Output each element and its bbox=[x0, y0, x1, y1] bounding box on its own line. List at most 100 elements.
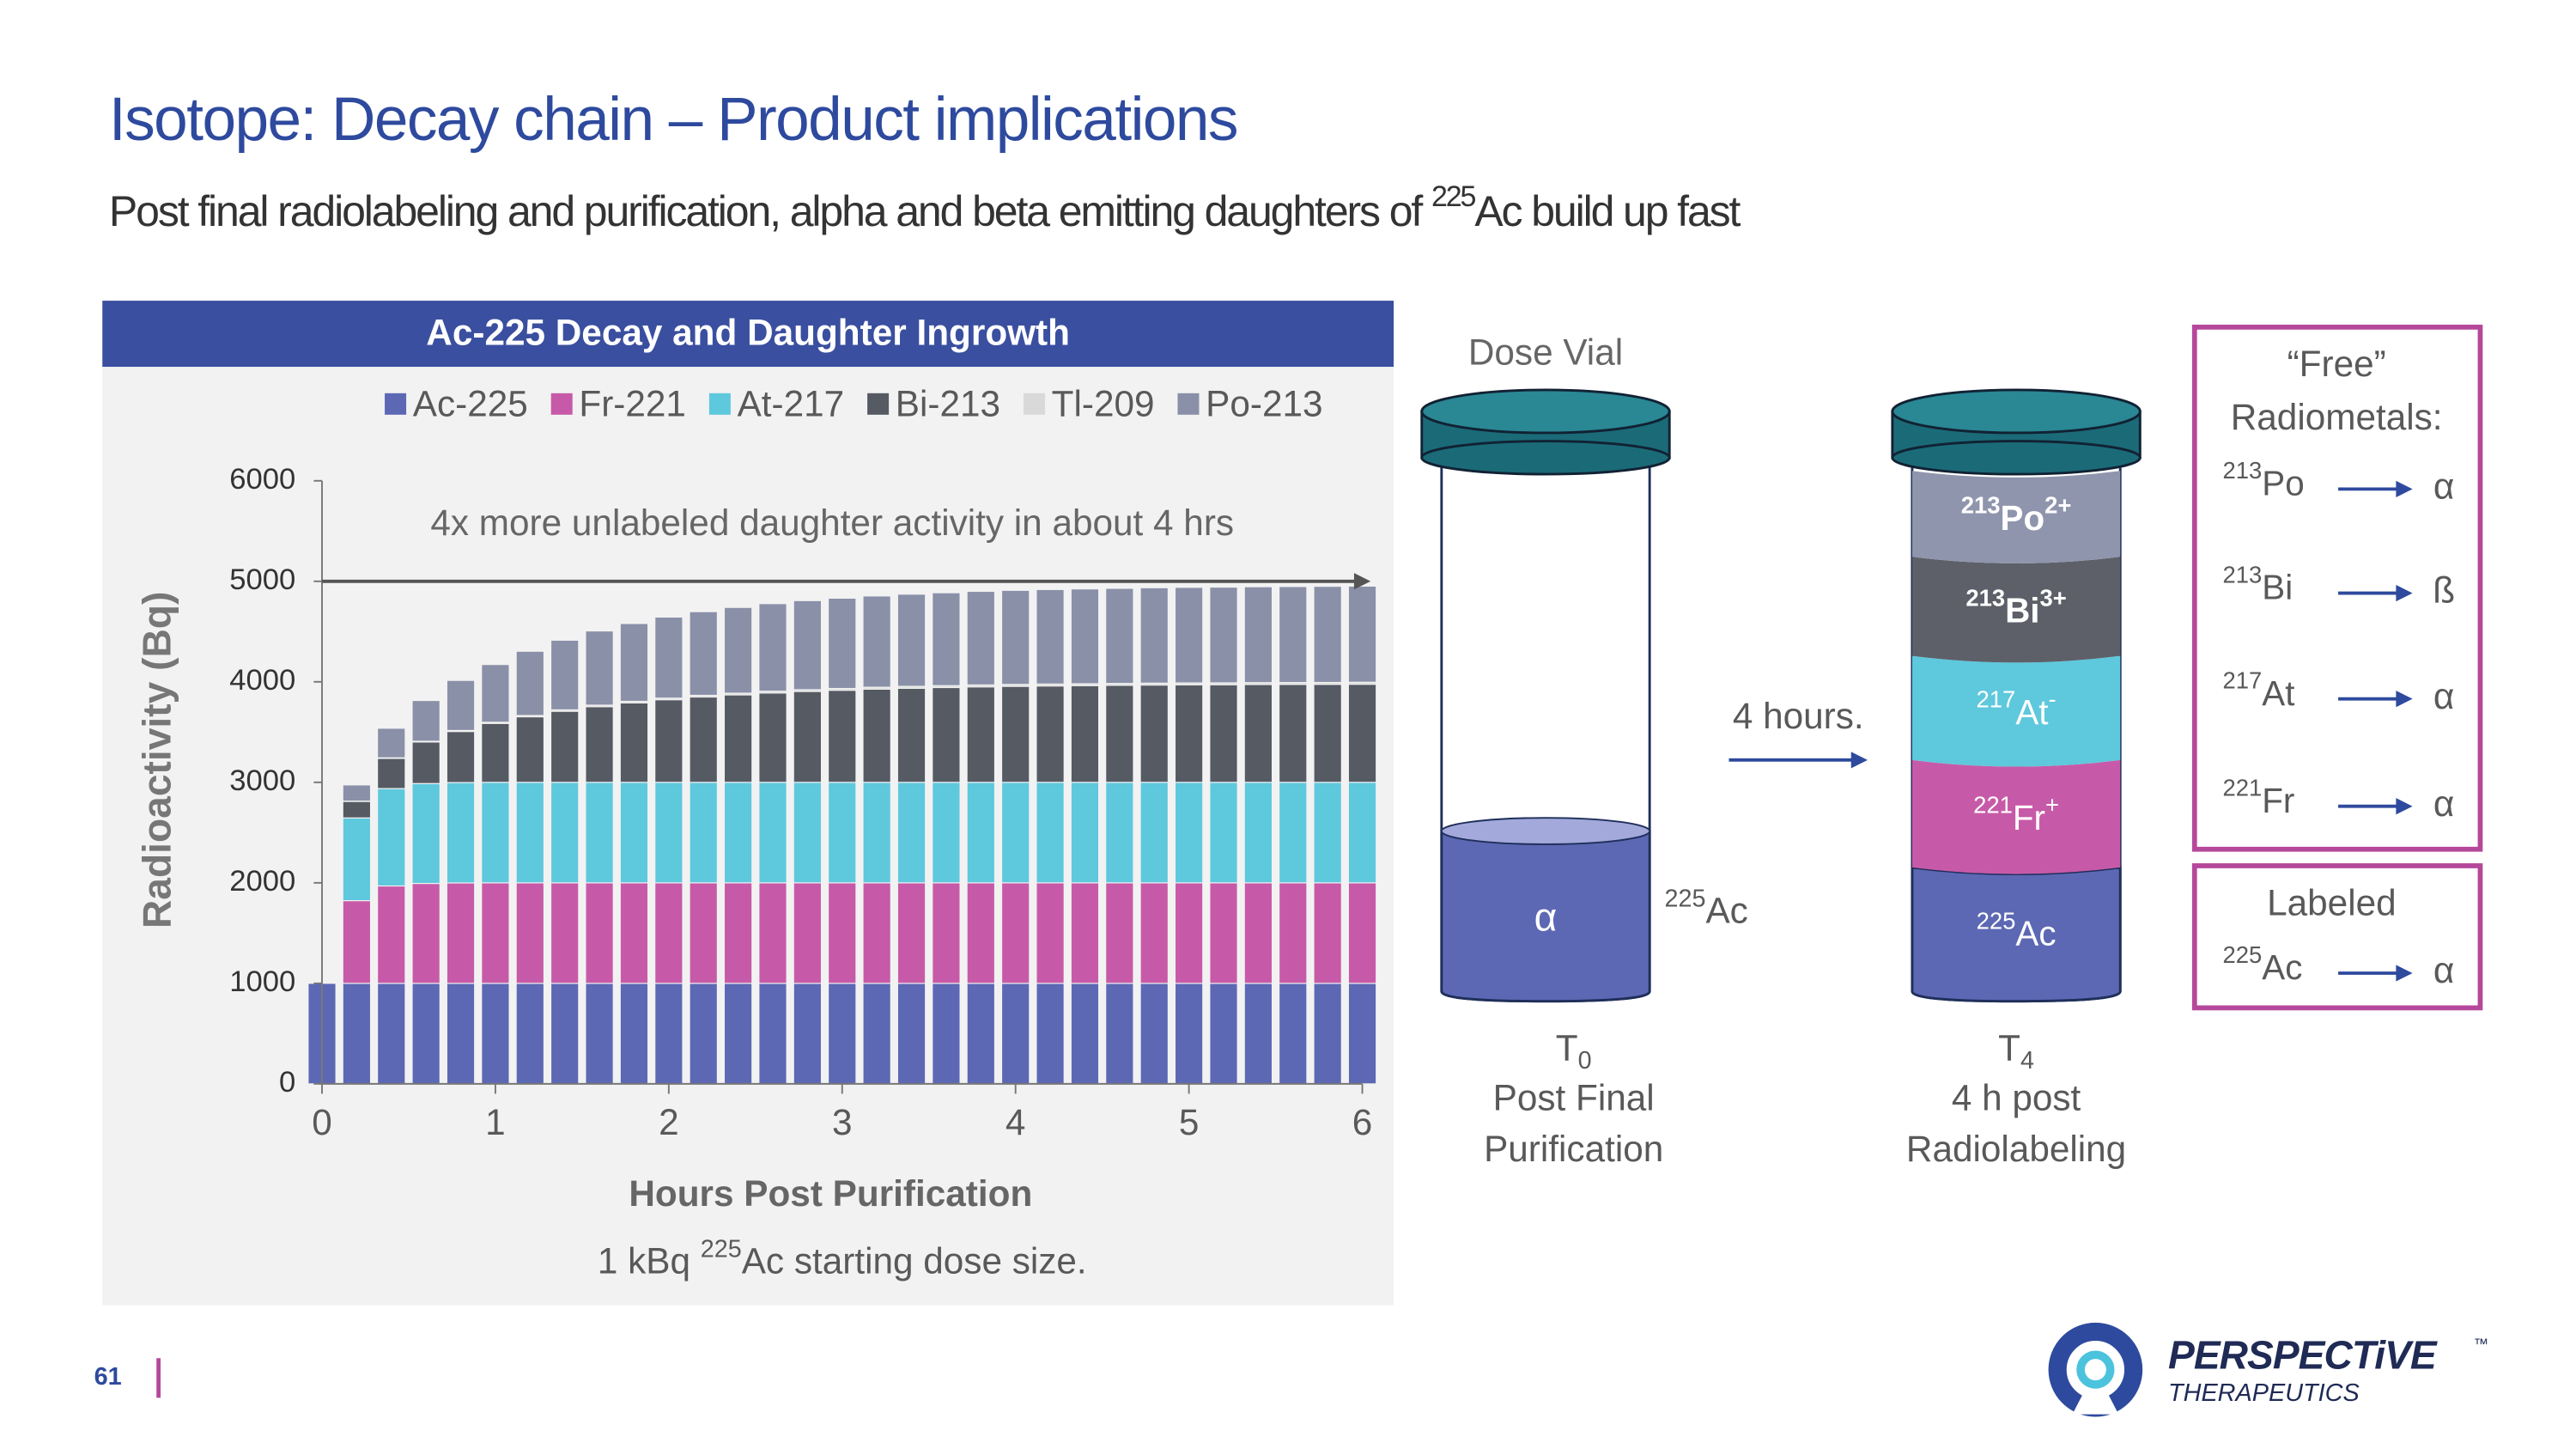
vial-caption: 4 h post bbox=[1952, 1077, 2081, 1117]
labeled-box bbox=[2191, 863, 2483, 1011]
bar-segment bbox=[1174, 684, 1204, 783]
bar-segment bbox=[585, 983, 614, 1085]
bar-segment bbox=[1347, 585, 1377, 683]
logo-name: PERSPECTiVE bbox=[2168, 1332, 2438, 1377]
bar-segment bbox=[689, 983, 718, 1085]
script-text: 225 bbox=[1664, 885, 1705, 912]
bar-segment bbox=[1279, 782, 1308, 884]
bar-segment bbox=[342, 817, 372, 902]
bar-segment bbox=[619, 702, 649, 783]
script-text: - bbox=[2048, 686, 2056, 713]
bar-segment bbox=[342, 983, 372, 1085]
slide-title: Isotope: Decay chain – Product implicati… bbox=[109, 86, 1237, 154]
bar-segment bbox=[793, 782, 823, 884]
bar-segment bbox=[1174, 983, 1204, 1085]
vial-cap-top bbox=[1420, 388, 1671, 435]
bar-segment bbox=[619, 623, 649, 703]
bar-segment bbox=[1000, 782, 1030, 884]
script-text: 221 bbox=[1973, 792, 2013, 819]
bar-segment bbox=[828, 782, 857, 884]
y-tick-label: 5000 bbox=[229, 563, 295, 596]
bar-segment bbox=[619, 782, 649, 884]
vial-time: T4 bbox=[1998, 1028, 2034, 1075]
bar-segment bbox=[793, 600, 823, 691]
bar-segment bbox=[896, 882, 927, 984]
bar-segment bbox=[758, 692, 787, 783]
bar-segment bbox=[828, 882, 857, 984]
bar-segment bbox=[446, 983, 476, 1085]
bar-segment bbox=[585, 630, 614, 706]
isotope: 213Po bbox=[2222, 457, 2304, 502]
bar-segment bbox=[1139, 983, 1169, 1085]
y-tick-label: 2000 bbox=[229, 865, 295, 898]
bar-segment bbox=[446, 731, 476, 783]
script-text: 213 bbox=[2222, 457, 2262, 484]
script-text: 0 bbox=[1578, 1047, 1592, 1075]
bar-segment bbox=[1313, 983, 1342, 1085]
bar-segment bbox=[377, 983, 406, 1085]
vial-layer bbox=[1911, 557, 2121, 663]
bar-segment bbox=[377, 885, 406, 984]
vial-caption: Purification bbox=[1484, 1129, 1663, 1169]
bar-segment bbox=[862, 688, 891, 783]
vial-cap-bottom bbox=[1891, 440, 2142, 476]
bar-segment bbox=[1347, 782, 1377, 884]
arrow-head bbox=[1353, 573, 1371, 590]
bar-segment bbox=[411, 782, 440, 885]
bar-segment bbox=[896, 782, 927, 884]
y-tick-label: 0 bbox=[279, 1066, 295, 1099]
bar-segment bbox=[1105, 588, 1134, 685]
bar-segment bbox=[1243, 983, 1273, 1085]
bar-segment bbox=[342, 784, 372, 802]
script-text: 217 bbox=[2222, 667, 2262, 694]
bar-segment bbox=[758, 782, 787, 884]
script-text: 225 bbox=[1431, 180, 1476, 213]
isotope: 225Ac bbox=[2222, 941, 2302, 987]
bar-segment bbox=[377, 788, 406, 887]
bar-segment bbox=[515, 715, 545, 783]
script-text: 213 bbox=[2222, 562, 2262, 588]
bar-segment bbox=[862, 882, 891, 984]
bar-segment bbox=[932, 686, 961, 783]
bar-segment bbox=[1036, 588, 1065, 685]
text-part: T bbox=[1998, 1028, 2020, 1068]
script-text: 225 bbox=[701, 1235, 742, 1263]
vial-layer-label: 225Ac bbox=[1977, 908, 2057, 953]
text-part: α bbox=[1534, 895, 1558, 940]
bar-segment bbox=[1209, 983, 1238, 1085]
chart-footnote: 1 kBq 225Ac starting dose size. bbox=[598, 1235, 1087, 1282]
text-part: Ac bbox=[2015, 913, 2056, 953]
vial-layer bbox=[1911, 471, 2121, 563]
bar-segment bbox=[377, 728, 406, 758]
isotope: 213Bi bbox=[2222, 562, 2293, 607]
bar-segment bbox=[1139, 882, 1169, 984]
bar-segment bbox=[1000, 589, 1030, 685]
bar-segment bbox=[1209, 684, 1238, 783]
bar-segment bbox=[1243, 882, 1273, 984]
bar-segment bbox=[1174, 882, 1204, 984]
emission: α bbox=[2433, 783, 2454, 824]
legend-swatch bbox=[867, 393, 890, 415]
bar-segment bbox=[411, 699, 440, 742]
arrow-head bbox=[2396, 480, 2413, 498]
bar-segment bbox=[1347, 983, 1377, 1085]
vial-layer-label: 217At- bbox=[1977, 686, 2057, 732]
bar-segment bbox=[1139, 587, 1169, 684]
bar-segment bbox=[515, 882, 545, 984]
bar-segment bbox=[828, 597, 857, 690]
bar-segment bbox=[654, 782, 683, 884]
vial-side-label: 225Ac bbox=[1664, 885, 1747, 931]
bar-segment bbox=[1313, 882, 1342, 984]
bar-segment bbox=[723, 882, 753, 984]
bar-segment bbox=[896, 983, 927, 1085]
text-part: Bi bbox=[2005, 590, 2039, 630]
vial-heading: Dose Vial bbox=[1468, 332, 1623, 373]
bar-segment bbox=[585, 882, 614, 984]
bar-segment bbox=[481, 882, 510, 984]
bar-segment bbox=[481, 782, 510, 884]
chart-header bbox=[102, 301, 1394, 368]
x-tick-label: 3 bbox=[832, 1102, 853, 1142]
bar-segment bbox=[723, 694, 753, 783]
